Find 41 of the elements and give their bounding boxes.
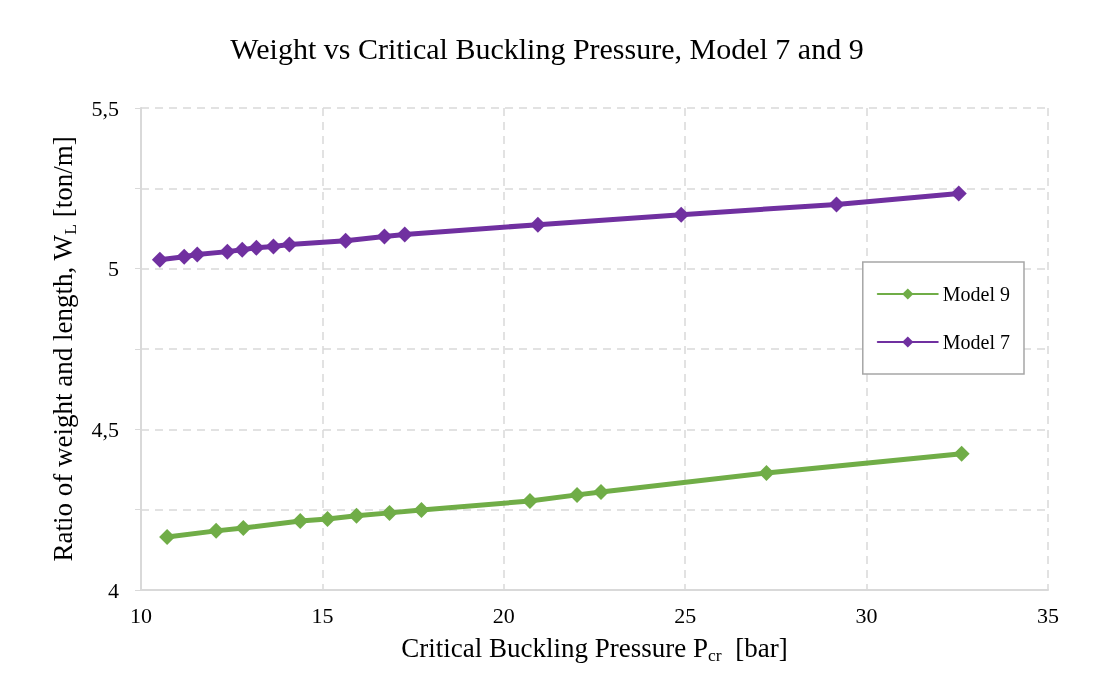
point [189, 246, 206, 263]
legend-label: Model 7 [942, 331, 1010, 353]
point [265, 238, 282, 255]
point [569, 486, 586, 503]
x-tick-label: 10 [130, 602, 152, 628]
point [159, 528, 176, 545]
point [208, 522, 225, 539]
point [281, 236, 298, 253]
point [292, 512, 309, 529]
legend-label: Model 9 [942, 283, 1010, 305]
point [248, 239, 265, 256]
y-axis-title: Ratio of weight and length, WL [ton/m] [48, 136, 80, 562]
y-tick-label: 5 [108, 256, 119, 282]
x-tick-label: 25 [674, 602, 697, 628]
y-tick-label: 4,5 [91, 416, 119, 442]
point [376, 228, 393, 245]
y-tick-label: 5,5 [91, 95, 119, 121]
x-tick-label: 35 [1037, 602, 1059, 628]
point [529, 216, 546, 233]
point [758, 465, 775, 482]
x-tick-label: 15 [311, 602, 334, 628]
point [219, 243, 236, 260]
y-tick-label: 4 [108, 577, 119, 603]
point [151, 251, 168, 268]
point [953, 445, 970, 462]
point [176, 248, 193, 265]
point [673, 206, 690, 223]
x-tick-label: 20 [492, 602, 515, 628]
point [381, 504, 398, 521]
point [337, 232, 354, 249]
point [396, 226, 413, 243]
point [950, 185, 967, 202]
x-tick-label: 30 [855, 602, 878, 628]
point [593, 483, 610, 500]
chart-title: Weight vs Critical Buckling Pressure, Model 7 and 9 [230, 31, 864, 65]
point [319, 510, 336, 527]
point [413, 501, 430, 518]
point [235, 519, 252, 536]
point [234, 241, 251, 258]
point [828, 196, 845, 213]
point [348, 507, 365, 524]
